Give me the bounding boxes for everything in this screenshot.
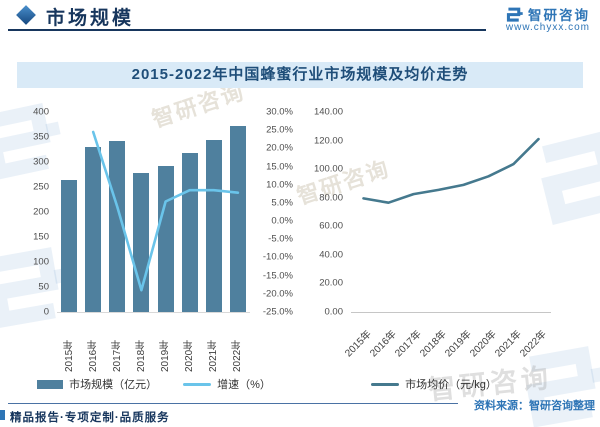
x-axis-label: 2022年	[232, 339, 244, 372]
market-chart-line-svg	[91, 130, 240, 292]
legend-label: 增速（%）	[217, 379, 271, 391]
axis-tick-label: 50	[38, 281, 49, 293]
x-axis-label: 2018年	[418, 328, 450, 360]
axis-tick-label: -15.0%	[262, 270, 293, 282]
market-chart-xlabels: 2015年 2016年 2017年 2018年 2019年 2020年 2021年 2022年	[57, 318, 250, 372]
section-title: 市场规模	[46, 8, 135, 29]
axis-tick-label: 15.0%	[266, 161, 293, 173]
axis-tick-label: 60.00	[319, 220, 343, 232]
x-axis-label: 2015年	[63, 339, 75, 372]
legend-item-average-price: 市场均价（元/kg）	[371, 376, 497, 392]
x-axis-label: 2018年	[135, 339, 147, 372]
series-line	[362, 137, 540, 204]
bar-2021年	[205, 139, 222, 312]
axis-tick-label: 30.0%	[266, 106, 293, 118]
axis-tick-label: 100	[33, 256, 49, 268]
brand-name: 智研咨询	[528, 8, 590, 23]
x-axis-label: 2017年	[393, 328, 425, 360]
axis-tick-label: -10.0%	[262, 251, 293, 263]
price-chart-line-svg	[362, 137, 540, 204]
bar-2022年	[229, 126, 246, 312]
legend-item-market-size: 市场规模（亿元）	[37, 376, 157, 392]
axis-tick-label: 200	[33, 206, 49, 218]
brand-website: www.chyxx.com	[505, 22, 590, 33]
market-chart-bars	[57, 112, 250, 312]
axis-tick-label: 25.0%	[266, 124, 293, 136]
axis-tick-label: 300	[33, 156, 49, 168]
axis-tick-label: 100.00	[313, 163, 343, 175]
footer-accent-icon	[0, 410, 5, 420]
axis-tick-label: 20.0%	[266, 142, 293, 154]
bar-2016年	[85, 147, 102, 312]
footer-tagline: 精品报告·专项定制·品质服务	[10, 412, 170, 424]
x-axis-label: 2021年	[493, 328, 525, 360]
axis-tick-label: 10.0%	[266, 179, 293, 191]
source-note: 资料来源：智研咨询整理	[474, 400, 595, 412]
figure-title: 2015-2022年中国蜂蜜行业市场规模及均价走势	[17, 62, 583, 88]
price-chart-plot	[351, 112, 551, 313]
price-chart-legend: 市场均价（元/kg）	[303, 376, 565, 392]
brand-logo-icon	[506, 7, 523, 22]
market-chart-left-axis: 400 350 300 250 200 150 100 50 0	[15, 107, 49, 318]
x-axis-label: 2015年	[343, 328, 375, 360]
axis-tick-label: 5.0%	[271, 197, 293, 209]
axis-tick-label: 120.00	[313, 135, 343, 147]
axis-tick-label: 140.00	[313, 106, 343, 118]
line-swatch-icon	[371, 382, 400, 386]
market-chart-legend: 市场规模（亿元） 增速（%）	[15, 376, 293, 392]
x-axis-label: 2022年	[518, 328, 550, 360]
section-diamond-icon	[16, 5, 36, 25]
axis-tick-label: 40.00	[319, 249, 343, 261]
market-size-chart: 400 350 300 250 200 150 100 50 0 30.0% 25.0% 20.0%…	[15, 107, 293, 400]
x-axis-label: 2021年	[208, 339, 220, 372]
series-line	[91, 130, 240, 292]
brand-logo: 智研咨询	[506, 4, 590, 24]
legend-item-growth: 增速（%）	[183, 376, 271, 392]
x-axis-label: 2017年	[111, 339, 123, 372]
x-axis-label: 2019年	[160, 339, 172, 372]
axis-tick-label: -5.0%	[268, 233, 293, 245]
market-chart-plot	[57, 112, 250, 313]
footer-divider	[8, 403, 458, 404]
axis-tick-label: 20.00	[319, 277, 343, 289]
x-axis-label: 2019年	[443, 328, 475, 360]
price-chart-xlabels: 2015年 2016年 2017年 2018年 2019年 2020年 2021年 2022年	[344, 318, 551, 372]
x-axis-label: 2016年	[368, 328, 400, 360]
axis-tick-label: -20.0%	[262, 288, 293, 300]
x-axis-label: 2020年	[468, 328, 500, 360]
legend-label: 市场规模（亿元）	[69, 379, 158, 391]
axis-tick-label: -25.0%	[262, 306, 293, 318]
axis-tick-label: 250	[33, 181, 49, 193]
line-swatch-icon	[183, 382, 212, 386]
axis-tick-label: 0.0%	[271, 215, 293, 227]
bar-2019年	[157, 165, 174, 312]
axis-tick-label: 150	[33, 231, 49, 243]
bar-2017年	[109, 140, 126, 312]
x-axis-label: 2020年	[184, 339, 196, 372]
axis-tick-label: 0.00	[324, 306, 344, 318]
axis-tick-label: 80.00	[319, 192, 343, 204]
price-chart-left-axis: 140.00 120.00 100.00 80.00 60.00 40.00 20.00 0.…	[303, 107, 343, 318]
legend-label: 市场均价（元/kg）	[405, 379, 497, 391]
axis-tick-label: 350	[33, 131, 49, 143]
average-price-chart: 140.00 120.00 100.00 80.00 60.00 40.00 20.00 0.…	[303, 107, 565, 400]
market-chart-right-axis: 30.0% 25.0% 20.0% 15.0% 10.0% 5.0% 0.0% -5.0% -1…	[256, 107, 293, 318]
x-axis-label: 2016年	[87, 339, 99, 372]
axis-tick-label: 400	[33, 106, 49, 118]
header-divider	[8, 29, 486, 31]
bar-swatch-icon	[37, 379, 64, 389]
axis-tick-label: 0	[43, 306, 49, 318]
